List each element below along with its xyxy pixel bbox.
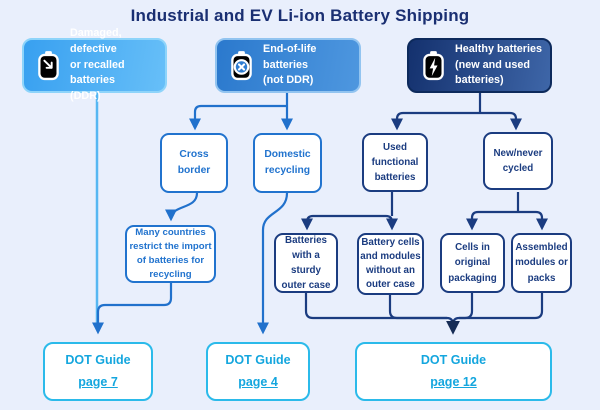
node-end-of-life: End-of-life batteries (not DDR) xyxy=(215,38,361,93)
node-new-never-cycled: New/never cycled xyxy=(483,132,553,190)
node-label: New/never cycled xyxy=(493,147,543,174)
dot-guide-page-12-link[interactable]: page 12 xyxy=(430,374,477,389)
node-label: End-of-life batteries (not DDR) xyxy=(263,43,317,87)
page-title: Industrial and EV Li-ion Battery Shippin… xyxy=(130,6,470,25)
battery-damaged-icon xyxy=(36,50,61,81)
node-label: Batteries with a sturdy outer case xyxy=(281,234,331,292)
dot-guide-label: DOT Guide xyxy=(225,352,291,367)
node-domestic-recycling: Domestic recycling xyxy=(253,133,322,193)
node-damaged-defective-recalled: Damaged, defective or recalled batteries… xyxy=(22,27,167,102)
node-sturdy-outer-case: Batteries with a sturdy outer case xyxy=(274,233,338,293)
node-label: Damaged, defective or recalled batteries… xyxy=(70,27,125,102)
node-used-functional-batteries: Used functional batteries xyxy=(362,133,428,192)
node-label: Cells in original packaging xyxy=(448,242,497,284)
dot-guide-page-12: DOT Guide page 12 xyxy=(355,342,552,401)
battery-end-of-life-icon xyxy=(229,50,254,81)
dot-guide-label: DOT Guide xyxy=(420,352,487,367)
node-assembled-modules-packs: Assembled modules or packs xyxy=(511,233,572,293)
dot-guide-page-4: DOT Guide page 4 xyxy=(206,342,310,401)
node-many-countries-restrict: Many countries restrict the import of ba… xyxy=(125,225,216,283)
node-label: Battery cells and modules without an out… xyxy=(360,236,421,291)
dot-guide-page-4-link[interactable]: page 4 xyxy=(238,374,278,389)
node-label: Assembled modules or packs xyxy=(515,242,568,284)
dot-guide-page-7-link[interactable]: page 7 xyxy=(78,374,118,389)
node-cross-border: Cross border xyxy=(160,133,228,193)
node-label: Used functional batteries xyxy=(371,141,419,184)
node-cells-without-outer-case: Battery cells and modules without an out… xyxy=(357,233,424,295)
node-healthy-batteries: Healthy batteries (new and used batterie… xyxy=(407,38,552,93)
node-label: Many countries restrict the import of ba… xyxy=(129,227,212,280)
node-label: Domestic recycling xyxy=(264,149,311,176)
node-label: Healthy batteries (new and used batterie… xyxy=(455,43,543,87)
dot-guide-page-7: DOT Guide page 7 xyxy=(43,342,153,401)
dot-guide-label: DOT Guide xyxy=(65,352,131,367)
node-cells-original-packaging: Cells in original packaging xyxy=(440,233,505,293)
battery-healthy-icon xyxy=(421,50,446,81)
node-label: Cross border xyxy=(177,149,211,176)
